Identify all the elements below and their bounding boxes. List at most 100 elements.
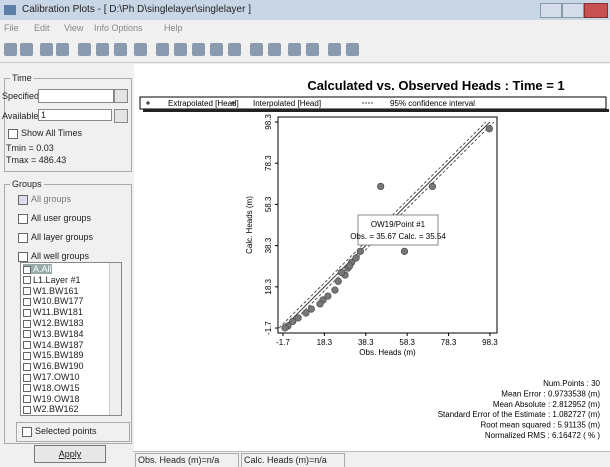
toolbar-button[interactable] [174,43,187,56]
show-all-times-checkbox[interactable]: Show All Times [8,128,82,139]
list-label: W13.BW184 [33,328,84,339]
specified-label: Specified: [2,91,42,101]
list-label: W11.BW181 [33,307,83,318]
legend-shadow [143,109,609,112]
list-label: L1.Layer #1 [33,274,81,285]
group-option[interactable]: All well groups [18,251,89,262]
toolbar-button[interactable] [250,43,263,56]
toolbar-button[interactable] [268,43,281,56]
data-point [337,268,345,277]
checkbox-label: All well groups [31,251,90,261]
toolbar-button[interactable] [192,43,205,56]
checkbox[interactable] [23,384,31,393]
list-item[interactable]: W11.BW181 [23,307,83,317]
specified-dropdown[interactable] [38,89,114,103]
checkbox[interactable] [23,287,31,296]
toolbar-button[interactable] [328,43,341,56]
statistic: Root mean squared : 5.91135 (m) [481,421,601,430]
menu-item[interactable]: View [64,23,84,33]
specified-spin[interactable] [114,89,128,103]
group-option[interactable]: All groups [18,194,71,205]
toolbar-button[interactable] [210,43,223,56]
toolbar-button[interactable] [56,43,69,56]
list-item[interactable]: W1.BW161 [23,286,79,296]
tooltip-title: OW19/Point #1 [371,220,426,229]
maximize-button[interactable] [562,3,584,18]
close-button[interactable] [584,3,608,18]
group-option[interactable]: All user groups [18,213,91,224]
checkbox[interactable] [23,373,31,382]
list-label: W14.BW187 [33,339,84,350]
checkbox[interactable] [23,341,31,350]
y-tick-label: 98.3 [264,114,273,130]
checkbox-label: Selected points [35,426,97,436]
list-label: W18.OW15 [33,382,80,393]
checkbox[interactable] [23,362,31,371]
scrollbar[interactable] [109,263,121,415]
list-item[interactable]: W2.BW162 [23,404,79,414]
checkbox[interactable] [23,308,31,317]
x-tick-label: 58.3 [399,338,415,347]
tmax-text: Tmax = 486.43 [6,155,67,165]
list-item[interactable]: W19.OW18 [23,394,80,404]
list-item[interactable]: L1.Layer #1 [23,275,81,285]
checkbox[interactable] [8,128,18,139]
apply-button[interactable]: Apply [34,445,106,463]
checkbox[interactable] [23,406,31,415]
toolbar-button[interactable] [96,43,109,56]
data-point [352,254,360,262]
list-label: W2.BW162 [33,404,79,415]
checkbox[interactable] [23,276,31,285]
menu-item[interactable]: Help [164,23,183,33]
data-point [346,262,354,270]
toolbar-button[interactable] [306,43,319,56]
groups-group-title: Groups [10,179,44,189]
group-option[interactable]: All layer groups [18,232,93,243]
toolbar-button[interactable] [134,43,147,56]
list-item[interactable]: W10.BW177 [23,296,84,306]
checkbox[interactable] [23,352,31,361]
list-item[interactable]: W14.BW187 [23,340,84,350]
checkbox[interactable] [23,330,31,339]
data-point [316,300,324,308]
checkbox[interactable] [18,232,28,243]
checkbox[interactable] [18,194,28,205]
minimize-button[interactable] [540,3,562,18]
menu-item[interactable]: Info Options [94,23,143,33]
toolbar-button[interactable] [156,43,169,56]
list-item[interactable]: W13.BW184 [23,329,84,339]
menu-item[interactable]: Edit [34,23,50,33]
legend-marker [145,100,151,106]
list-item[interactable]: W12.BW183 [23,318,84,328]
statistic: Standard Error of the Estimate : 1.08272… [438,410,601,419]
toolbar-button[interactable] [288,43,301,56]
toolbar-button[interactable] [20,43,33,56]
x-tick-label: -1.7 [276,338,290,347]
list-item[interactable]: W17.OW10 [23,372,80,382]
list-item[interactable]: W16.BW190 [23,361,84,371]
list-item[interactable]: W18.OW15 [23,383,80,393]
app-icon [4,5,16,15]
list-label: W17.OW10 [33,372,80,382]
available-dropdown[interactable]: 1 [38,109,112,121]
toolbar-button[interactable] [40,43,53,56]
checkbox[interactable] [18,251,28,262]
checkbox[interactable] [22,426,32,437]
checkbox[interactable] [18,213,28,224]
toolbar-button[interactable] [4,43,17,56]
checkbox[interactable] [23,395,31,404]
menu-item[interactable]: File [4,23,19,33]
toolbar-button[interactable] [228,43,241,56]
toolbar-button[interactable] [346,43,359,56]
available-spin[interactable] [114,109,128,123]
list-item[interactable]: A.All [23,264,52,274]
toolbar-button[interactable] [78,43,91,56]
checkbox[interactable] [23,298,31,307]
toolbar-button[interactable] [114,43,127,56]
list-item[interactable]: W15.BW189 [23,350,84,360]
status-obs: Obs. Heads (m)=n/a [135,453,239,467]
checkbox[interactable] [23,265,31,274]
selected-points-checkbox[interactable]: Selected points [22,426,97,437]
checkbox[interactable] [23,319,31,328]
